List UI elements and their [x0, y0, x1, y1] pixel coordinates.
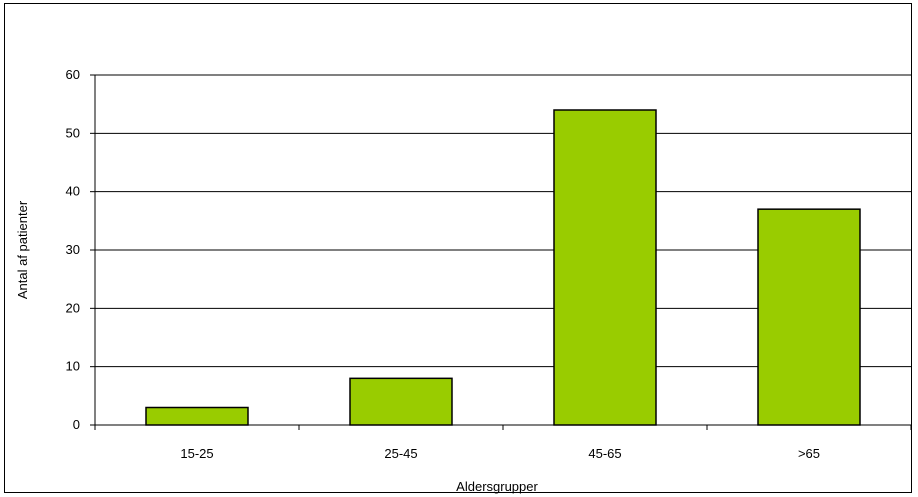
bar	[145, 406, 249, 426]
x-tick-label: >65	[798, 446, 820, 461]
y-tick-label: 10	[66, 359, 80, 374]
y-tick-label: 30	[66, 242, 80, 257]
x-tick-label: 25-45	[384, 446, 417, 461]
x-axis-title: Aldersgrupper	[456, 479, 538, 494]
labels-layer: 0 10 20 30 40 50 60 15-25 25-45 45-65 >65	[66, 67, 821, 461]
y-axis-title: Antal af patienter	[15, 200, 30, 299]
x-tick-label: 15-25	[180, 446, 213, 461]
axes-layer	[90, 74, 912, 430]
x-tick-label: 45-65	[588, 446, 621, 461]
bar	[553, 109, 657, 426]
y-tick-label: 40	[66, 184, 80, 199]
y-tick-label: 20	[66, 300, 80, 315]
bar	[349, 377, 453, 426]
y-tick-label: 60	[66, 67, 80, 82]
y-tick-label: 50	[66, 125, 80, 140]
bar	[757, 208, 861, 426]
bars-layer	[145, 109, 861, 426]
y-tick-label: 0	[73, 417, 80, 432]
